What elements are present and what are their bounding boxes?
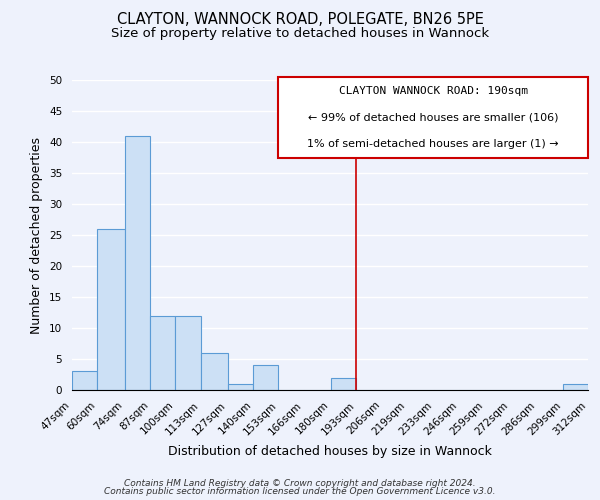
Text: CLAYTON WANNOCK ROAD: 190sqm: CLAYTON WANNOCK ROAD: 190sqm	[338, 86, 528, 96]
Text: Contains HM Land Registry data © Crown copyright and database right 2024.: Contains HM Land Registry data © Crown c…	[124, 478, 476, 488]
Text: 1% of semi-detached houses are larger (1) →: 1% of semi-detached houses are larger (1…	[307, 138, 559, 148]
Bar	[253, 365, 278, 390]
Bar	[175, 316, 200, 390]
Bar	[150, 316, 175, 390]
Bar	[228, 384, 253, 390]
Text: Size of property relative to detached houses in Wannock: Size of property relative to detached ho…	[111, 28, 489, 40]
X-axis label: Distribution of detached houses by size in Wannock: Distribution of detached houses by size …	[168, 445, 492, 458]
Bar	[563, 384, 588, 390]
Text: ← 99% of detached houses are smaller (106): ← 99% of detached houses are smaller (10…	[308, 112, 559, 122]
Bar	[200, 353, 228, 390]
FancyBboxPatch shape	[278, 77, 588, 158]
Bar	[72, 372, 97, 390]
Text: Contains public sector information licensed under the Open Government Licence v3: Contains public sector information licen…	[104, 487, 496, 496]
Bar	[331, 378, 356, 390]
Text: CLAYTON, WANNOCK ROAD, POLEGATE, BN26 5PE: CLAYTON, WANNOCK ROAD, POLEGATE, BN26 5P…	[116, 12, 484, 28]
Y-axis label: Number of detached properties: Number of detached properties	[31, 136, 43, 334]
Bar	[125, 136, 150, 390]
Bar	[97, 229, 125, 390]
